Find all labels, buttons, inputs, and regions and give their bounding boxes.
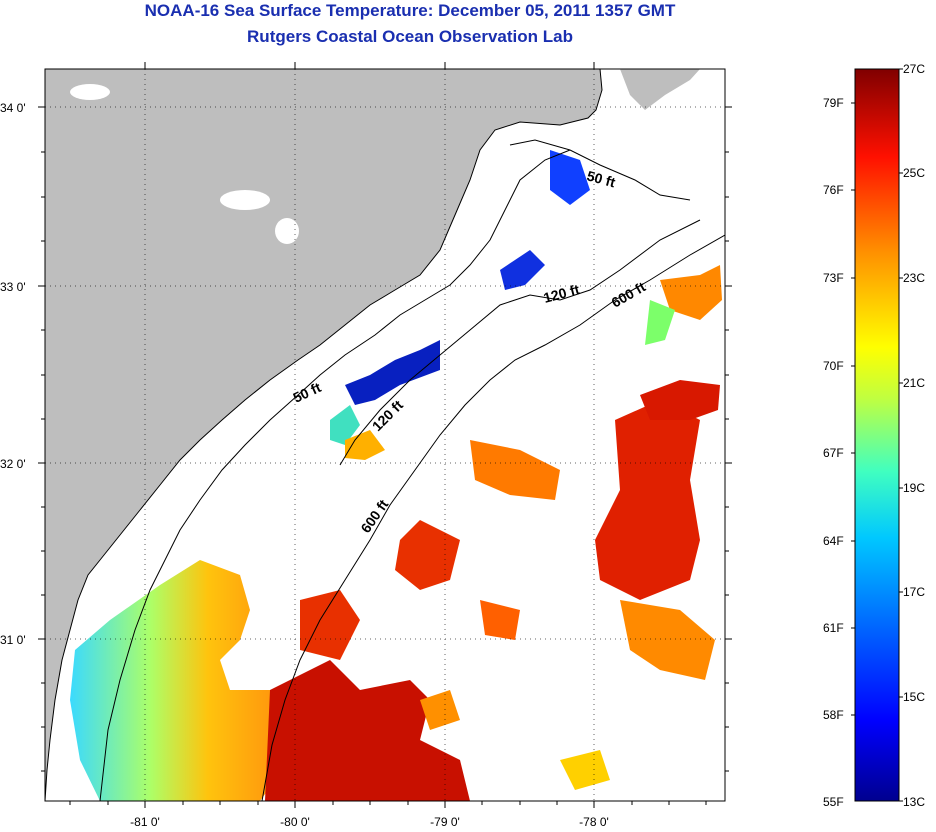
map-grid	[45, 69, 725, 801]
sst-patch-orange-scatter	[480, 600, 520, 640]
colorbar-ticks	[851, 68, 903, 802]
colorbar-f-label: 64F	[823, 534, 844, 548]
colorbar-scale	[854, 68, 900, 802]
sst-patch-orange-southeast	[620, 600, 715, 680]
lon-label: -78 0'	[579, 815, 609, 829]
map-subtitle: Rutgers Coastal Ocean Observation Lab	[247, 27, 573, 46]
lat-label: 34 0'	[0, 101, 26, 115]
sst-patch-south-nearshore	[70, 560, 300, 801]
lon-label: -81 0'	[130, 815, 160, 829]
inland-lake	[220, 190, 270, 210]
map-area: 50 ft 50 ft 120 ft 120 ft 600 ft 600 ft	[45, 69, 725, 801]
land-patch-northeast	[620, 69, 700, 110]
inland-lake	[62, 650, 74, 670]
sst-patch-orange-south	[420, 690, 460, 730]
colorbar-c-label: 25C	[903, 166, 925, 180]
colorbar-f-label: 67F	[823, 446, 844, 460]
colorbar-c-label: 15C	[903, 690, 925, 704]
land-mass	[45, 69, 602, 801]
lon-label: -79 0'	[430, 815, 460, 829]
map-ticks	[38, 62, 732, 808]
colorbar-c-label: 17C	[903, 585, 925, 599]
map-title: NOAA-16 Sea Surface Temperature: Decembe…	[144, 1, 676, 20]
colorbar-c-label: 13C	[903, 795, 925, 809]
sst-patch-east-warm	[595, 400, 700, 600]
inland-lake	[275, 218, 299, 244]
sst-patch-south-warm	[265, 660, 470, 801]
sst-patch-central-red	[395, 520, 460, 590]
colorbar-f-label: 79F	[823, 96, 844, 110]
sst-patch-yellow-southeast	[560, 750, 610, 790]
contour-120ft	[339, 219, 701, 466]
colorbar-f-label: 73F	[823, 271, 844, 285]
colorbar-f-label: 61F	[823, 621, 844, 635]
sst-patch-orange-east	[660, 265, 722, 320]
sst-data-patches	[70, 150, 722, 801]
colorbar-f-label: 55F	[823, 795, 844, 809]
colorbar-f-label: 58F	[823, 708, 844, 722]
sst-patch-cyan-shelf	[330, 405, 360, 445]
colorbar-c-label: 27C	[903, 62, 925, 76]
sst-patch-central-orange	[470, 440, 560, 500]
sst-patch-yellow-shelf	[345, 430, 385, 460]
colorbar: 79F 76F 73F 70F 67F 64F 61F 58F 55F 27C …	[823, 62, 925, 809]
colorbar-f-label: 76F	[823, 183, 844, 197]
sst-patch-green-east	[645, 300, 675, 345]
sst-patch-south-warm-2	[300, 590, 360, 660]
inland-lake	[70, 84, 110, 100]
contour-label-50ft: 50 ft	[585, 167, 617, 190]
sst-patch-blue-north	[550, 150, 590, 205]
contour-50ft	[99, 139, 691, 801]
lat-label: 31 0'	[0, 633, 26, 647]
sst-patch-east-warm-2	[640, 380, 720, 420]
lat-label: 33 0'	[0, 280, 26, 294]
lat-label: 32 0'	[0, 457, 26, 471]
coastline	[45, 69, 603, 801]
colorbar-c-label: 21C	[903, 376, 925, 390]
colorbar-c-label: 23C	[903, 271, 925, 285]
map-frame	[44, 68, 726, 802]
lon-label: -80 0'	[280, 815, 310, 829]
sst-patch-blue-shelf	[345, 340, 440, 405]
colorbar-f-label: 70F	[823, 359, 844, 373]
sst-patch-blue-mid	[500, 250, 545, 290]
colorbar-c-label: 19C	[903, 481, 925, 495]
contour-600ft	[261, 234, 725, 801]
